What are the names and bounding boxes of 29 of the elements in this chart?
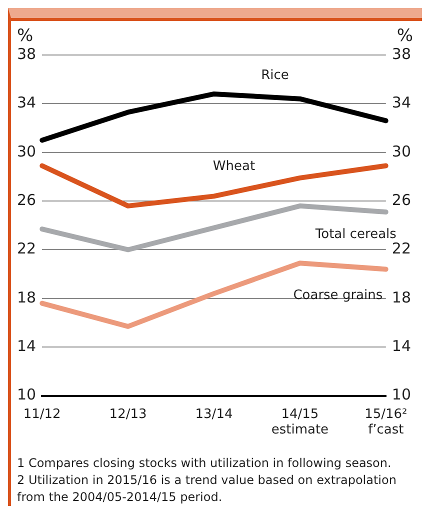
text: 2 Utilization in 2015/16 is a trend value based on extrapolation from the 2004/05-2014/15 period. — [17, 472, 398, 506]
x-tick-label: 11/12 — [23, 406, 61, 422]
series-label: Rice — [261, 68, 289, 83]
y2-tick-label: 30 — [392, 142, 412, 160]
series-label: Coarse grains — [293, 288, 383, 304]
y2-tick-label: 14 — [392, 337, 412, 356]
y2-tick-label: 26 — [392, 190, 412, 209]
y2-axis-title: % — [396, 26, 413, 46]
y-tick-label: 10 — [16, 386, 36, 404]
x-tick-label: 13/14 — [195, 406, 233, 422]
series-label: Wheat — [212, 159, 256, 174]
series-label: Total cereals — [314, 227, 397, 242]
x-tick-label: 12/13 — [109, 406, 147, 422]
y2-tick-label: 10 — [392, 386, 412, 404]
text: 1 Compares closing stocks with utilization in following season. — [17, 455, 392, 472]
x-tick-label: 14/15 estimate — [271, 406, 329, 438]
y-tick-label: 14 — [16, 337, 36, 356]
y-axis-title: % — [17, 26, 34, 46]
y-tick-label: 34 — [16, 94, 36, 112]
y-tick-label: 30 — [16, 142, 36, 160]
y2-tick-label: 22 — [392, 240, 412, 258]
y-tick-label: 22 — [16, 240, 36, 258]
x-tick-label: 15/16² f’cast — [364, 406, 408, 438]
y-tick-label: 38 — [16, 44, 36, 63]
y-tick-label: 26 — [16, 190, 36, 209]
y2-tick-label: 18 — [392, 288, 412, 306]
y-tick-label: 18 — [16, 288, 36, 306]
y2-tick-label: 38 — [392, 44, 412, 63]
y2-tick-label: 34 — [392, 94, 412, 112]
